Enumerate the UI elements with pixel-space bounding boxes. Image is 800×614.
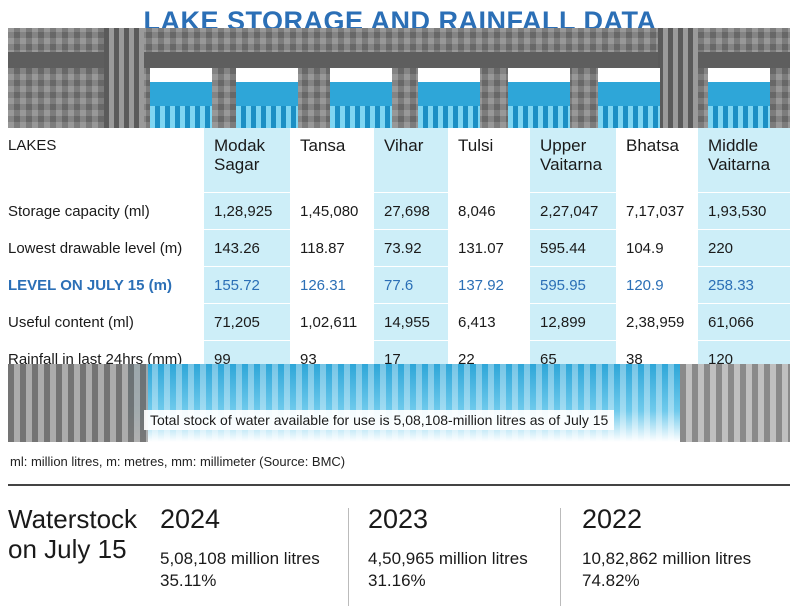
col-tansa: Tansa [300,136,346,155]
table-cell: 7,17,037 [616,192,698,230]
row-label: LEVEL ON JULY 15 (m) [8,266,204,304]
percent: 35.11% [160,571,217,590]
table-cell: 104.9 [616,229,698,267]
table-cell: 27,698 [374,192,448,230]
table-cell: 220 [698,229,790,267]
amount: 4,50,965 million litres [368,549,528,568]
table-cell: 595.95 [530,266,616,304]
amount: 5,08,108 million litres [160,549,320,568]
col-modak-sagar: Modak Sagar [204,128,290,193]
table-cell: 131.07 [448,229,530,267]
col-vihar: Vihar [374,128,448,193]
waterstock-label-line1: Waterstock [8,504,138,534]
table-cell: 595.44 [530,229,616,267]
table-cell: 1,45,080 [290,192,374,230]
table-cell: 14,955 [374,303,448,341]
waterstock-label-line2: on July 15 [8,534,127,564]
row-label: Storage capacity (ml) [8,192,204,230]
table-row: Storage capacity (ml) 1,28,925 1,45,080 … [8,192,790,230]
dam-illustration [8,28,790,128]
table-cell: 8,046 [448,192,530,230]
table-cell: 1,28,925 [204,192,290,230]
table-row: Lowest drawable level (m) 143.26 118.87 … [8,229,790,267]
table-cell: 118.87 [290,229,374,267]
table-row-july-level: LEVEL ON JULY 15 (m) 155.72 126.31 77.6 … [8,266,790,304]
table-cell: 143.26 [204,229,290,267]
col-bhatsa: Bhatsa [626,136,679,155]
col-tulsi: Tulsi [458,136,494,155]
table-cell: 126.31 [290,266,374,304]
year: 2022 [582,504,643,534]
table-header-row: LAKES Modak Sagar Tansa Vihar Tulsi Uppe… [8,128,790,193]
percent: 74.82% [582,571,640,590]
header-lakes: LAKES [8,137,57,154]
table-cell: 77.6 [374,266,448,304]
table-cell: 6,413 [448,303,530,341]
row-label: Lowest drawable level (m) [8,229,204,267]
table-cell: 1,93,530 [698,192,790,230]
table-row: Useful content (ml) 71,205 1,02,611 14,9… [8,303,790,341]
table-cell: 71,205 [204,303,290,341]
table-cell: 137.92 [448,266,530,304]
lakes-table: LAKES Modak Sagar Tansa Vihar Tulsi Uppe… [8,128,790,377]
water-illustration: Total stock of water available for use i… [8,364,790,442]
col-upper-vaitarna: Upper Vaitarna [530,128,616,193]
year: 2024 [160,504,221,534]
waterstock-2022: 2022 10,82,862 million litres 74.82% [582,504,751,591]
divider [348,508,349,606]
units-legend: ml: million litres, m: metres, mm: milli… [10,454,346,469]
year: 2023 [368,504,429,534]
table-cell: 1,02,611 [290,303,374,341]
percent: 31.16% [368,571,426,590]
table-cell: 120.9 [616,266,698,304]
waterstock-2023: 2023 4,50,965 million litres 31.16% [368,504,528,591]
waterstock-label: Waterstock on July 15 [8,504,137,564]
waterstock-2024: 2024 5,08,108 million litres 35.11% [160,504,320,591]
col-middle-vaitarna: Middle Vaitarna [698,128,790,193]
table-cell: 2,38,959 [616,303,698,341]
table-cell: 12,899 [530,303,616,341]
row-label: Useful content (ml) [8,303,204,341]
table-cell: 61,066 [698,303,790,341]
table-cell: 2,27,047 [530,192,616,230]
divider [8,484,790,486]
divider [560,508,561,606]
table-cell: 258.33 [698,266,790,304]
table-cell: 155.72 [204,266,290,304]
total-stock-note: Total stock of water available for use i… [144,410,615,430]
table-cell: 73.92 [374,229,448,267]
amount: 10,82,862 million litres [582,549,752,568]
